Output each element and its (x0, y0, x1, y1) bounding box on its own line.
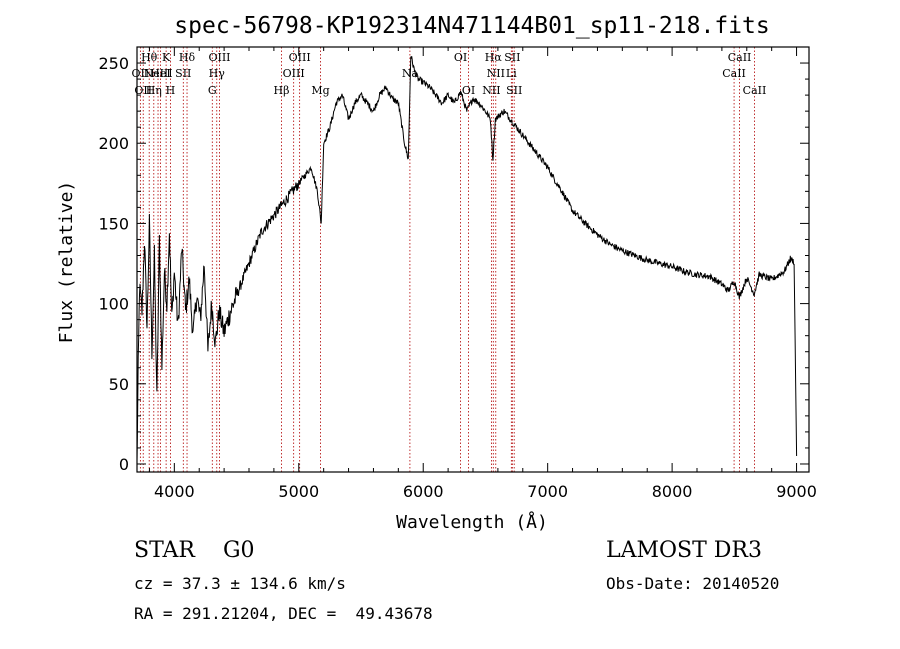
line-marker-label: Hβ (274, 84, 290, 97)
line-marker-label: CaII (728, 51, 752, 64)
y-tick-label: 200 (98, 134, 129, 153)
line-marker-label: OI (454, 51, 467, 64)
line-marker-label: SII (506, 84, 522, 97)
y-tick-label: 100 (98, 295, 129, 314)
line-marker-label: Hγ (209, 67, 226, 80)
line-marker-label: OII (134, 84, 152, 97)
redshift-velocity: cz = 37.3 ± 134.6 km/s (134, 574, 346, 593)
x-tick-label: 5000 (278, 482, 319, 501)
plot-frame (136, 46, 810, 473)
line-marker-label: Hθ (141, 51, 158, 64)
line-marker-label: NeIII (143, 67, 172, 80)
y-axis-label: Flux (relative) (56, 181, 77, 344)
x-tick-label: 7000 (527, 482, 568, 501)
x-axis-ticks: 4000 5000 6000 7000 8000 9000 (148, 47, 817, 501)
ra-dec-coordinates: RA = 291.21204, DEC = 49.43678 (134, 604, 433, 623)
line-marker-label: OIII (283, 67, 305, 80)
line-marker-label: SII (175, 67, 191, 80)
spectrum-line (136, 56, 798, 461)
y-axis-ticks: 0 50 100 150 200 250 (98, 54, 809, 474)
line-marker-label: NII (482, 84, 500, 97)
y-tick-label: 50 (109, 375, 129, 394)
observation-date: Obs-Date: 20140520 (606, 574, 780, 593)
line-marker-label: OIII (289, 51, 311, 64)
line-marker-label: CaII (743, 84, 767, 97)
y-tick-label: 150 (98, 214, 129, 233)
line-marker-label: G (208, 84, 217, 97)
line-marker-label: Hα (485, 51, 503, 64)
x-tick-label: 8000 (652, 482, 693, 501)
chart-title: spec-56798-KP192314N471144B01_sp11-218.f… (174, 13, 769, 39)
x-axis-label: Wavelength (Å) (396, 511, 548, 533)
x-tick-label: 9000 (776, 482, 817, 501)
line-marker-label: Li (506, 67, 517, 80)
spectral-class: STAR G0 (134, 538, 255, 563)
line-marker-label: NII (487, 67, 505, 80)
x-tick-label: 6000 (403, 482, 444, 501)
line-marker-label: K (162, 51, 171, 64)
x-tick-label: 4000 (154, 482, 195, 501)
line-marker-label: OI (462, 84, 475, 97)
line-marker-label: CaII (722, 67, 746, 80)
line-marker-label: OIII (208, 51, 230, 64)
y-tick-label: 0 (119, 455, 129, 474)
line-marker-label: Mg (311, 84, 329, 97)
line-marker-label: OII (132, 67, 150, 80)
line-marker-label: Hδ (179, 51, 196, 64)
line-marker-label: HeI (150, 67, 170, 80)
line-markers-group (139, 47, 755, 472)
line-marker-label: Hη (146, 84, 162, 97)
y-tick-label: 250 (98, 54, 129, 73)
line-marker-label: SII (504, 51, 520, 64)
data-release: LAMOST DR3 (606, 538, 762, 563)
line-marker-label: H (166, 84, 176, 97)
